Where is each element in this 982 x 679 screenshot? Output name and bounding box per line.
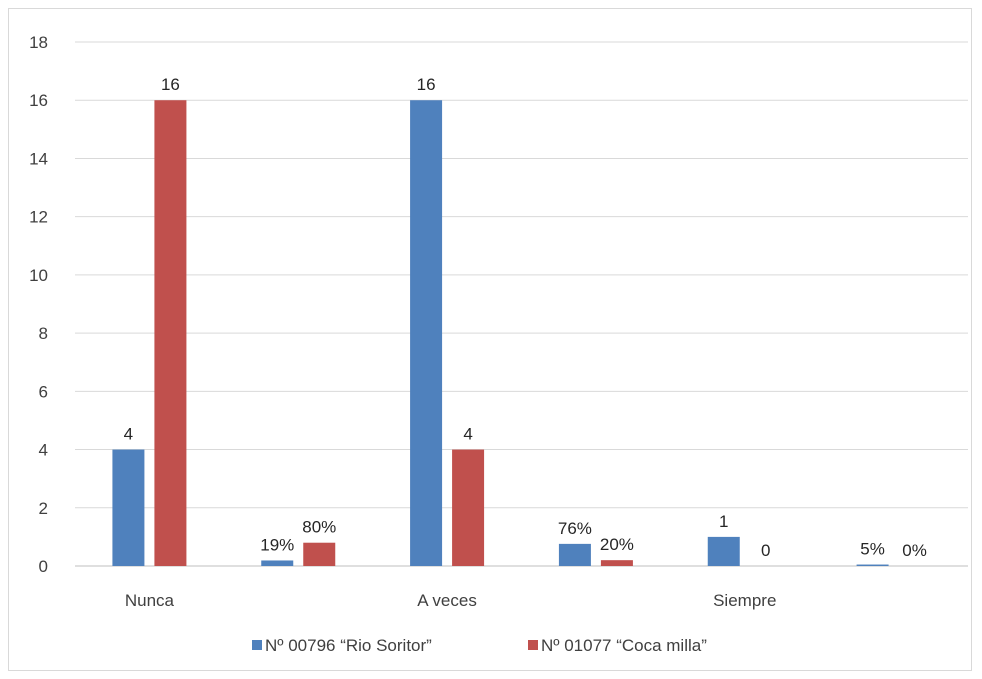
y-axis: 0 2 4 6 8 10 12 14 16 18 — [29, 33, 48, 576]
data-label: 4 — [463, 425, 472, 444]
bar-series-1 — [261, 560, 294, 566]
data-label: 0% — [902, 541, 927, 560]
bar-series-2 — [303, 542, 336, 566]
data-label: 19% — [260, 535, 294, 554]
bar-series-2 — [600, 560, 633, 566]
y-tick-label: 12 — [29, 208, 48, 227]
y-tick-label: 14 — [29, 149, 48, 168]
data-label: 20% — [600, 535, 634, 554]
x-axis: Nunca A veces Siempre — [125, 591, 777, 610]
legend: Nº 00796 “Rio Soritor” Nº 01077 “Coca mil… — [252, 636, 707, 655]
data-label: 1 — [719, 512, 728, 531]
gridlines — [75, 41, 968, 567]
bars — [112, 100, 889, 566]
bar-series-1 — [856, 564, 889, 566]
data-label: 0 — [761, 541, 770, 560]
data-label: 16 — [161, 75, 180, 94]
x-tick-label: Nunca — [125, 591, 175, 610]
bar-series-1 — [707, 536, 740, 566]
y-tick-label: 4 — [39, 441, 48, 460]
bar-series-2 — [452, 449, 485, 566]
bar-series-2 — [154, 100, 187, 566]
legend-swatch — [528, 640, 538, 650]
data-label: 76% — [558, 519, 592, 538]
bar-series-1 — [558, 543, 591, 566]
legend-label: Nº 00796 “Rio Soritor” — [265, 636, 432, 655]
x-tick-label: Siempre — [713, 591, 776, 610]
data-label: 80% — [302, 518, 336, 537]
y-tick-label: 10 — [29, 266, 48, 285]
y-tick-label: 16 — [29, 91, 48, 110]
x-tick-label: A veces — [417, 591, 477, 610]
legend-label: Nº 01077 “Coca milla” — [541, 636, 707, 655]
bar-series-1 — [410, 100, 443, 566]
data-label: 16 — [417, 75, 436, 94]
legend-swatch — [252, 640, 262, 650]
y-tick-label: 8 — [39, 324, 48, 343]
bar-series-1 — [112, 449, 145, 566]
y-tick-label: 6 — [39, 382, 48, 401]
data-labels: 4 19% 16 76% 1 5% 16 80% 4 20% 0 0% — [124, 75, 927, 560]
y-tick-label: 0 — [39, 557, 48, 576]
data-label: 5% — [860, 540, 885, 559]
y-tick-label: 2 — [39, 499, 48, 518]
y-tick-label: 18 — [29, 33, 48, 52]
data-label: 4 — [124, 425, 133, 444]
